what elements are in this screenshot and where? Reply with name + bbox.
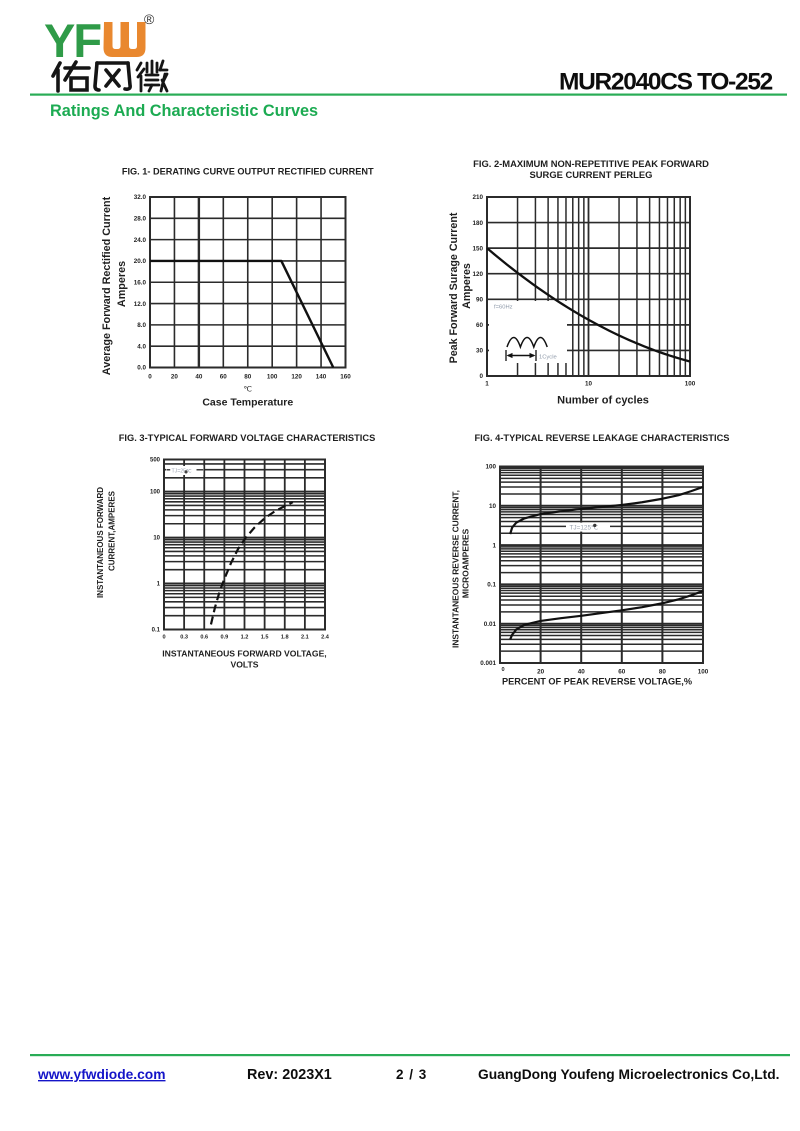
svg-text:Case Temperature: Case Temperature — [202, 397, 293, 409]
svg-text:120: 120 — [472, 271, 483, 278]
svg-text:60: 60 — [476, 322, 484, 329]
svg-text:0.001: 0.001 — [480, 660, 496, 667]
svg-text:YF: YF — [44, 14, 100, 67]
svg-text:4.0: 4.0 — [137, 343, 146, 350]
svg-text:0: 0 — [479, 373, 483, 380]
svg-text:1: 1 — [492, 542, 496, 549]
svg-text:100: 100 — [685, 381, 696, 388]
svg-text:1: 1 — [157, 582, 161, 588]
svg-text:2.1: 2.1 — [301, 635, 309, 641]
svg-text:FIG. 2-MAXIMUM NON-REPETITIVE: FIG. 2-MAXIMUM NON-REPETITIVE PEAK FORWA… — [473, 158, 709, 169]
svg-text:20.0: 20.0 — [134, 258, 147, 265]
svg-text:0.01: 0.01 — [484, 621, 497, 628]
svg-text:2.4: 2.4 — [321, 635, 330, 641]
svg-text:120: 120 — [291, 374, 302, 381]
svg-text:0.3: 0.3 — [180, 635, 188, 641]
svg-text:℃: ℃ — [244, 385, 253, 394]
svg-text:20: 20 — [171, 374, 179, 381]
svg-text:INSTANTANEOUS FORWARD VOLTAGE,: INSTANTANEOUS FORWARD VOLTAGE, — [162, 649, 326, 659]
svg-text:FIG. 1- DERATING CURVE OUTPUT: FIG. 1- DERATING CURVE OUTPUT RECTIFIED … — [122, 167, 374, 177]
svg-text:PERCENT OF PEAK REVERSE VOLTAG: PERCENT OF PEAK REVERSE VOLTAGE,% — [502, 677, 692, 687]
svg-text:180: 180 — [472, 220, 483, 227]
svg-text:32.0: 32.0 — [134, 194, 147, 201]
svg-text:500: 500 — [150, 458, 161, 464]
svg-text:100: 100 — [698, 669, 709, 676]
svg-text:2 / 3: 2 / 3 — [396, 1067, 427, 1082]
svg-text:0: 0 — [501, 667, 504, 673]
svg-text:10: 10 — [585, 381, 593, 388]
svg-text:0.9: 0.9 — [220, 635, 228, 641]
svg-text:24.0: 24.0 — [134, 237, 147, 244]
svg-text:60: 60 — [220, 374, 228, 381]
svg-text:SURGE CURRENT PERLEG: SURGE CURRENT PERLEG — [530, 169, 653, 180]
svg-text:100: 100 — [150, 490, 161, 496]
svg-text:0.1: 0.1 — [152, 628, 161, 634]
svg-text:VOLTS: VOLTS — [230, 660, 258, 670]
svg-text:Amperes: Amperes — [461, 263, 473, 309]
svg-text:0.1: 0.1 — [487, 582, 496, 589]
svg-text:100: 100 — [267, 374, 278, 381]
svg-text:20: 20 — [537, 669, 545, 676]
svg-text:Rev: 2023X1: Rev: 2023X1 — [247, 1067, 332, 1083]
svg-text:MICROAMPERES: MICROAMPERES — [460, 528, 470, 598]
svg-text:10: 10 — [489, 503, 497, 510]
svg-text:1.8: 1.8 — [281, 635, 289, 641]
svg-text:30: 30 — [476, 348, 484, 355]
svg-text:f=60Hz: f=60Hz — [494, 305, 513, 311]
svg-text:0.6: 0.6 — [200, 635, 208, 641]
svg-text:CURRENT,AMPERES: CURRENT,AMPERES — [108, 490, 117, 571]
svg-text:210: 210 — [472, 194, 483, 201]
svg-text:28.0: 28.0 — [134, 216, 147, 223]
svg-text:1.2: 1.2 — [241, 635, 249, 641]
svg-text:Amperes: Amperes — [116, 261, 128, 307]
svg-text:60: 60 — [618, 669, 626, 676]
svg-text:80: 80 — [244, 374, 252, 381]
svg-text:100: 100 — [485, 464, 496, 471]
svg-text:160: 160 — [340, 374, 351, 381]
svg-text:10: 10 — [153, 536, 160, 542]
svg-text:Peak Forward Surage Current: Peak Forward Surage Current — [448, 212, 460, 363]
svg-text:0: 0 — [162, 635, 165, 641]
svg-text:®: ® — [144, 11, 155, 27]
svg-text:INSTANTANEOUS FORWARD: INSTANTANEOUS FORWARD — [96, 487, 105, 598]
svg-text:Average Forward Rectified Curr: Average Forward Rectified Current — [101, 196, 113, 375]
svg-text:FIG. 3-TYPICAL FORWARD VOLTAGE: FIG. 3-TYPICAL FORWARD VOLTAGE CHARACTER… — [119, 433, 376, 443]
svg-text:TJ=125℃: TJ=125℃ — [570, 525, 599, 532]
svg-text:0: 0 — [148, 374, 152, 381]
svg-text:GuangDong Youfeng Microelectro: GuangDong Youfeng Microelectronics Co,Lt… — [478, 1067, 780, 1082]
svg-text:Number of cycles: Number of cycles — [557, 395, 649, 407]
svg-text:40: 40 — [578, 669, 586, 676]
svg-text:8.0: 8.0 — [137, 322, 146, 329]
svg-text:1.5: 1.5 — [261, 635, 269, 641]
svg-text:1: 1 — [485, 381, 489, 388]
svg-text:12.0: 12.0 — [134, 301, 147, 308]
svg-text:40: 40 — [195, 374, 203, 381]
svg-text:www.yfwdiode.com: www.yfwdiode.com — [37, 1067, 166, 1082]
svg-text:16.0: 16.0 — [134, 279, 147, 286]
svg-text:1Cycle: 1Cycle — [539, 355, 557, 361]
svg-text:FIG. 4-TYPICAL REVERSE LEAKAGE: FIG. 4-TYPICAL REVERSE LEAKAGE CHARACTER… — [474, 433, 729, 443]
svg-text:140: 140 — [316, 374, 327, 381]
svg-text:0.0: 0.0 — [137, 365, 146, 372]
svg-text:Ratings And Characteristic Cur: Ratings And Characteristic Curves — [50, 102, 318, 120]
svg-text:90: 90 — [476, 296, 484, 303]
svg-text:80: 80 — [659, 669, 667, 676]
svg-text:150: 150 — [472, 245, 483, 252]
svg-text:MUR2040CS TO-252: MUR2040CS TO-252 — [559, 69, 773, 96]
svg-text:TJ=25℃: TJ=25℃ — [172, 468, 193, 474]
svg-text:INSTANTANEOUS REVERSE CURRENT,: INSTANTANEOUS REVERSE CURRENT, — [450, 490, 460, 648]
